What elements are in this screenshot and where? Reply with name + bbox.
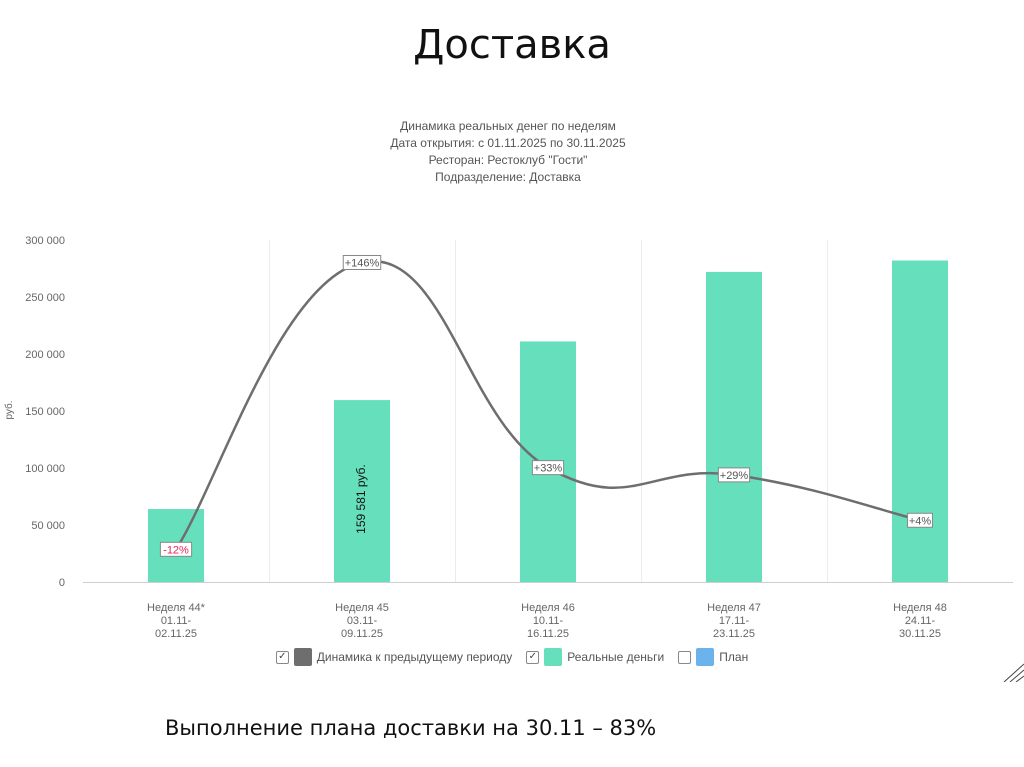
point-label-box — [342, 254, 382, 270]
y-tick-label: 100 000 — [25, 463, 65, 475]
chart-legend: ✓ Динамика к предыдущему периоду ✓ Реаль… — [0, 648, 1024, 666]
y-tick-label: 50 000 — [31, 520, 65, 532]
y-tick-label: 250 000 — [25, 292, 65, 304]
point-label: -12% — [163, 544, 189, 556]
x-tick-label: 02.11.25 — [155, 628, 197, 640]
point-label: +4% — [909, 515, 932, 527]
corner-decoration — [1003, 663, 1024, 682]
legend-item-plan[interactable]: ✓ План — [678, 648, 748, 666]
y-tick-label: 200 000 — [25, 349, 65, 361]
x-tick-label: Неделя 48 — [893, 602, 947, 614]
checkbox-checked-icon[interactable]: ✓ — [526, 650, 540, 664]
point-label-box — [907, 512, 933, 528]
x-tick-label: 03.11- — [347, 615, 378, 627]
bar — [706, 271, 762, 582]
checkbox-unchecked-icon[interactable]: ✓ — [678, 650, 692, 664]
series-line — [174, 259, 921, 551]
point-label: +146% — [345, 257, 380, 269]
delivery-plan-summary: Выполнение плана доставки на 30.11 – 83% — [165, 716, 657, 740]
x-tick-label: Неделя 44* — [147, 602, 206, 614]
point-label-box — [717, 467, 751, 483]
combo-chart: 0 50 000 100 000 150 000 200 000 250 000 300 0… — [3, 235, 1013, 640]
point-label: +29% — [720, 470, 749, 482]
y-axis-label: руб. — [3, 400, 15, 419]
chart-title: Динамика реальных денег по неделям — [400, 119, 616, 133]
chart-header: Динамика реальных денег по неделям Дата … — [0, 118, 1016, 186]
point-label: +33% — [534, 463, 563, 475]
y-tick-label: 150 000 — [25, 406, 65, 418]
point-label-box — [159, 541, 193, 557]
x-tick-label: 30.11.25 — [899, 628, 941, 640]
slide-title: Доставка — [413, 22, 611, 68]
chart-restaurant: Ресторан: Рестоклуб "Гости" — [428, 153, 588, 167]
legend-swatch-dynamics — [293, 648, 312, 666]
x-tick-label: Неделя 46 — [521, 602, 575, 614]
x-tick-label: Неделя 47 — [707, 602, 761, 614]
x-tick-label: 23.11.25 — [713, 628, 755, 640]
x-tick-label: 16.11.25 — [527, 628, 569, 640]
point-label-box — [531, 460, 565, 476]
x-tick-label: 24.11- — [905, 615, 936, 627]
y-tick-label: 300 000 — [25, 235, 65, 247]
legend-label-dynamics: Динамика к предыдущему периоду — [316, 650, 513, 664]
x-tick-label: 09.11.25 — [341, 628, 383, 640]
x-tick-label: 01.11- — [161, 615, 192, 627]
legend-item-dynamics[interactable]: ✓ Динамика к предыдущему периоду — [275, 648, 513, 666]
chart-department: Подразделение: Доставка — [435, 170, 581, 184]
legend-swatch-real-money — [544, 648, 563, 666]
x-tick-label: Неделя 45 — [335, 602, 389, 614]
legend-label-real-money: Реальные деньги — [567, 650, 665, 664]
legend-item-real-money[interactable]: ✓ Реальные деньги — [526, 648, 664, 666]
x-tick-label: 10.11- — [533, 615, 564, 627]
y-tick-label: 0 — [59, 577, 65, 589]
bar — [334, 400, 390, 582]
legend-label-plan: План — [719, 650, 749, 664]
checkbox-checked-icon[interactable]: ✓ — [275, 650, 289, 664]
x-tick-label: 17.11- — [719, 615, 750, 627]
legend-swatch-plan — [696, 648, 715, 666]
chart-date-range: Дата открытия: с 01.11.2025 по 30.11.202… — [390, 136, 626, 150]
bar-data-label: 159 581 руб. — [354, 464, 368, 534]
bar — [892, 260, 948, 582]
